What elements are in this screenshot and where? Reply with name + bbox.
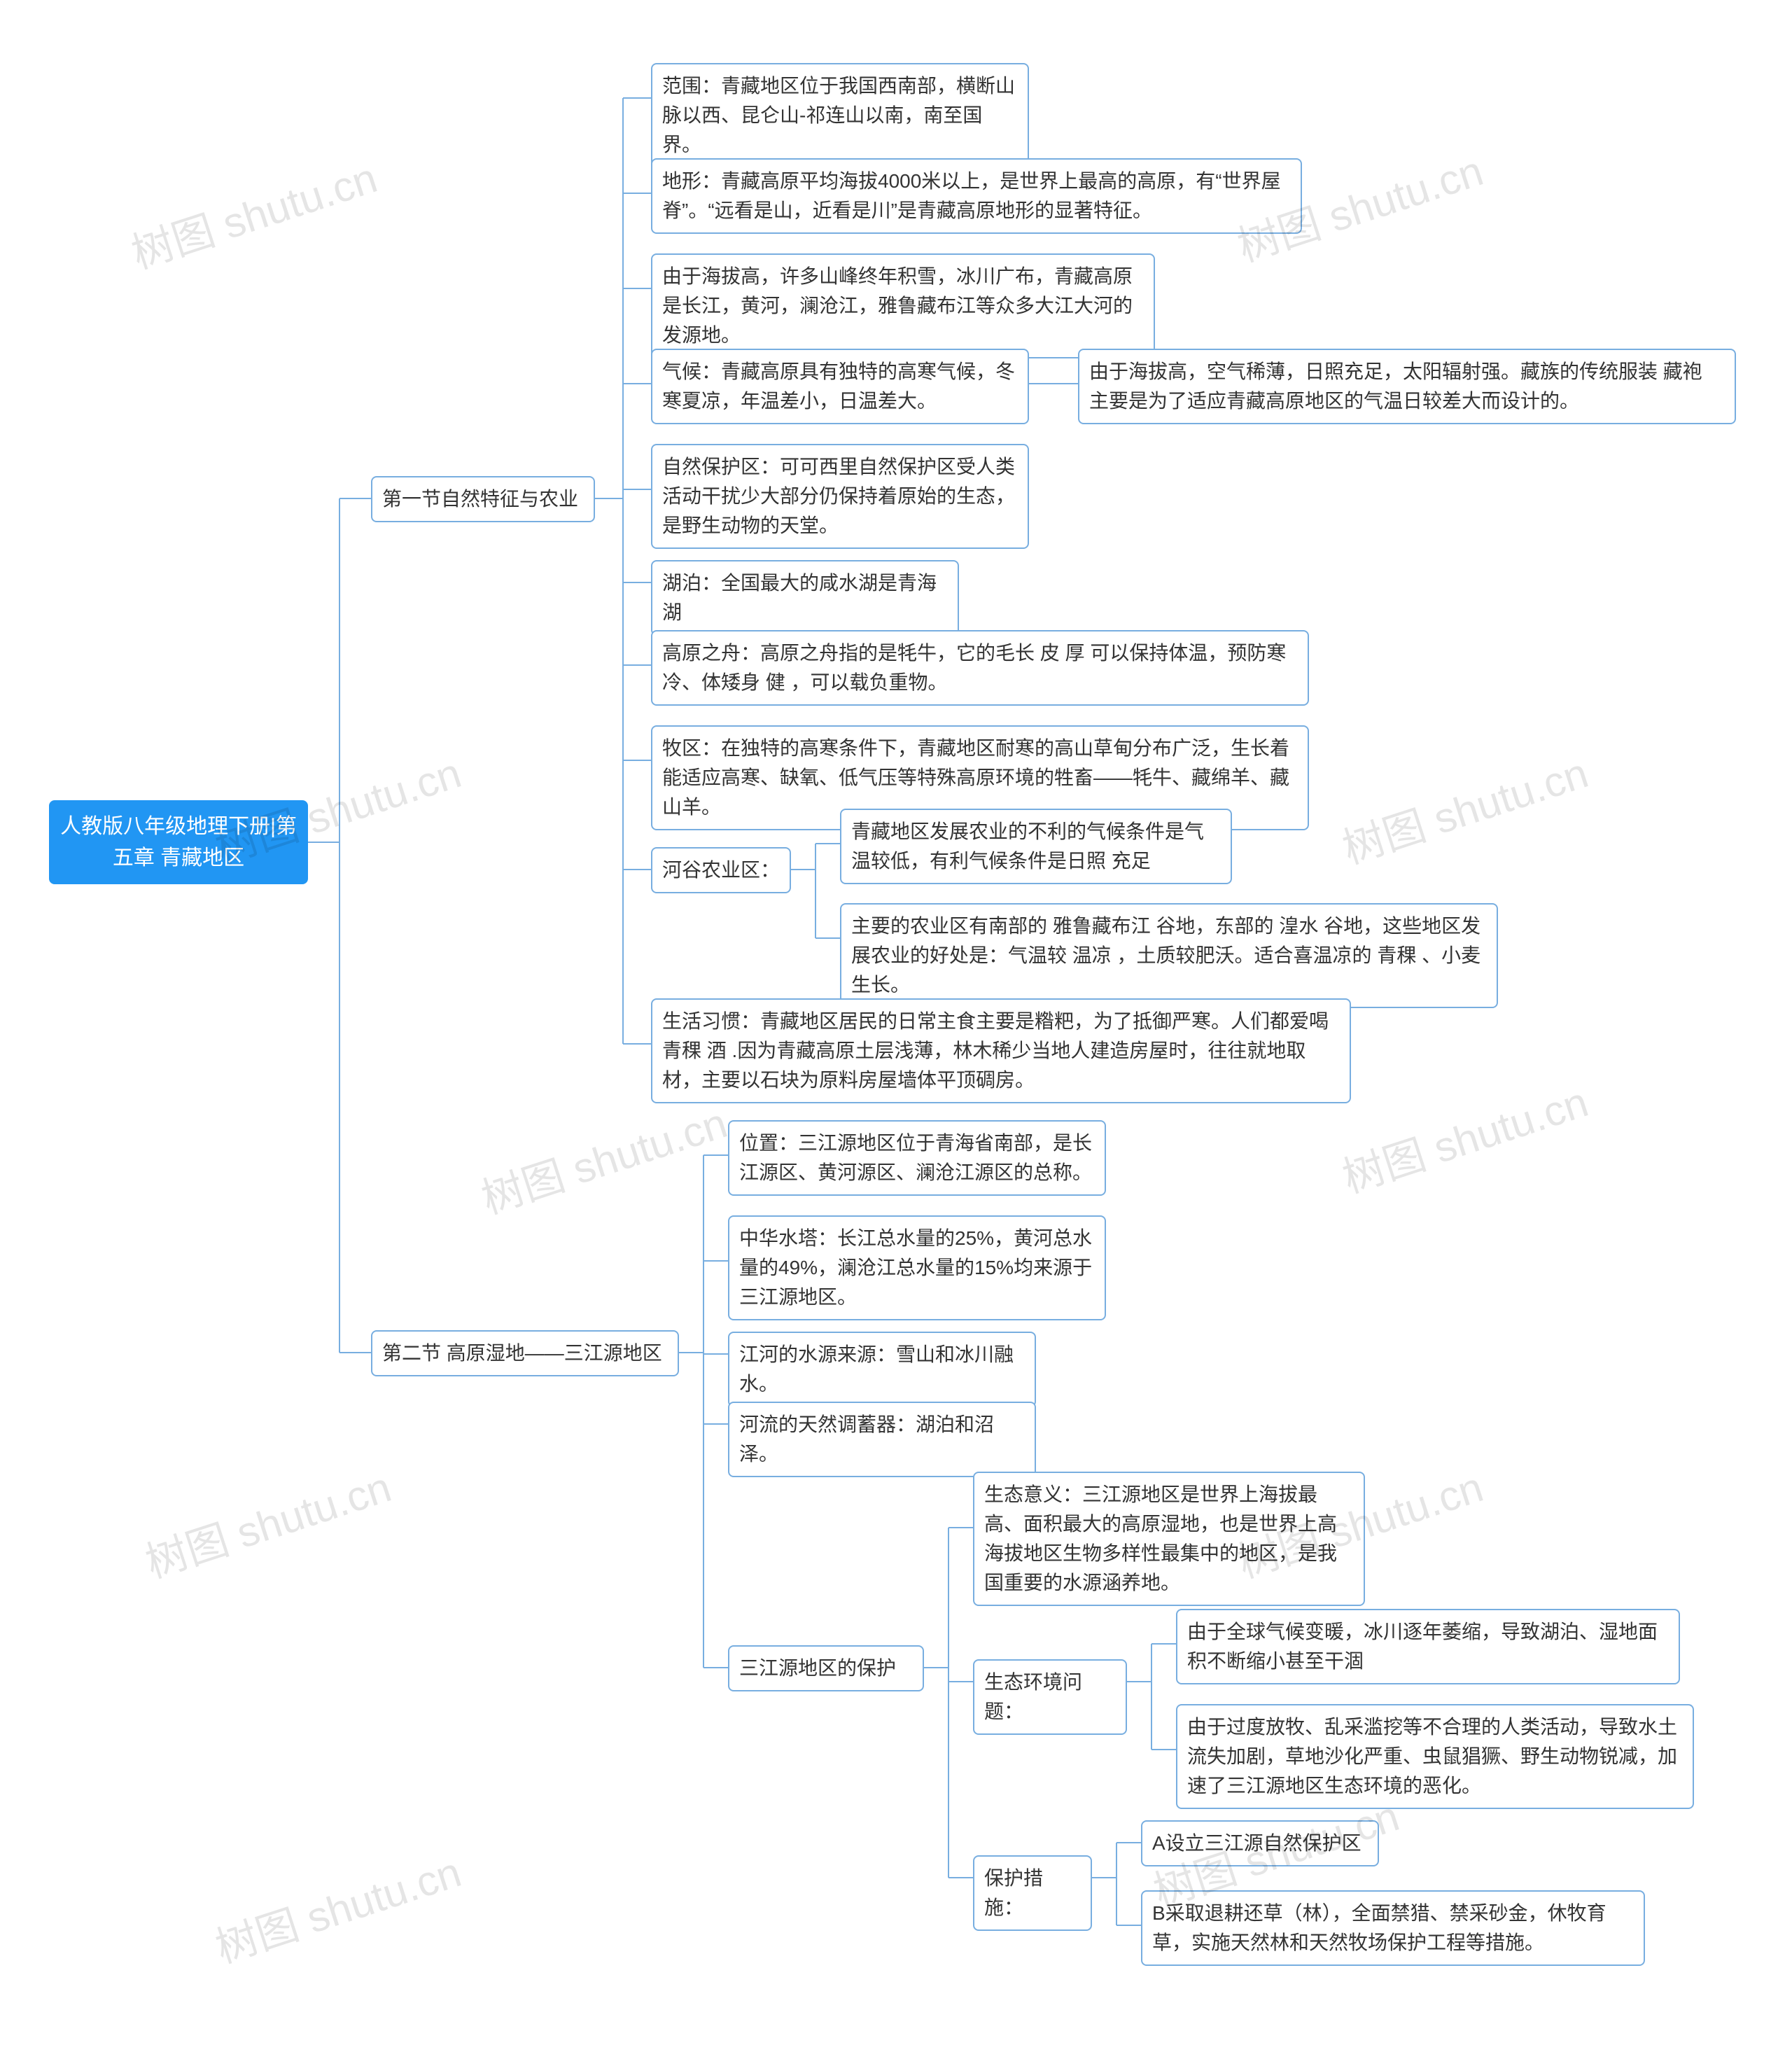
leaf-node[interactable]: 高原之舟：高原之舟指的是牦牛，它的毛长 皮 厚 可以保持体温，预防寒冷、体矮身 … [651,630,1309,706]
leaf-node[interactable]: A设立三江源自然保护区 [1141,1820,1379,1866]
leaf-node[interactable]: 由于全球气候变暖，冰川逐年萎缩，导致湖泊、湿地面积不断缩小甚至干涸 [1176,1609,1680,1684]
root-text: 人教版八年级地理下册|第五章 青藏地区 [60,811,297,874]
watermark: 树图 shutu.cn [1334,1068,1595,1205]
leaf-text: 江河的水源来源：雪山和冰川融水。 [739,1343,1014,1395]
leaf-text: 牧区：在独特的高寒条件下，青藏地区耐寒的高山草甸分布广泛，生长着能适应高寒、缺氧… [662,737,1289,818]
leaf-node[interactable]: 自然保护区：可可西里自然保护区受人类活动干扰少大部分仍保持着原始的生态，是野生动… [651,444,1029,549]
leaf-node[interactable]: 湖泊：全国最大的咸水湖是青海湖 [651,560,959,636]
watermark: 树图 shutu.cn [206,1838,468,1975]
branch-text: 气候：青藏高原具有独特的高寒气候，冬寒夏凉，年温差小，日温差大。 [662,361,1015,412]
leaf-text: 由于过度放牧、乱采滥挖等不合理的人类活动，导致水土流失加剧，草地沙化严重、虫鼠猖… [1187,1716,1677,1796]
branch-node[interactable]: 三江源地区的保护 [728,1645,924,1691]
leaf-text: 主要的农业区有南部的 雅鲁藏布江 谷地，东部的 湟水 谷地，这些地区发展农业的好… [851,915,1480,996]
branch-node[interactable]: 生态环境问题： [973,1659,1127,1735]
leaf-node[interactable]: 地形：青藏高原平均海拔4000米以上，是世界上最高的高原，有“世界屋脊”。“远看… [651,158,1302,234]
watermark: 树图 shutu.cn [122,144,384,281]
leaf-text: 生活习惯：青藏地区居民的日常主食主要是糌粑，为了抵御严寒。人们都爱喝青稞 酒 .… [662,1010,1329,1091]
branch-node[interactable]: 河谷农业区： [651,847,791,893]
leaf-text: 湖泊：全国最大的咸水湖是青海湖 [662,572,937,623]
branch-text: 三江源地区的保护 [739,1657,896,1679]
leaf-node[interactable]: 由于海拔高，空气稀薄，日照充足，太阳辐射强。藏族的传统服装 藏袍 主要是为了适应… [1078,349,1736,424]
branch-text: 第二节 高原湿地——三江源地区 [382,1342,662,1364]
branch-text: 生态环境问题： [984,1671,1082,1722]
leaf-node[interactable]: 生态意义：三江源地区是世界上海拔最高、面积最大的高原湿地，也是世界上高海拔地区生… [973,1472,1365,1606]
branch-node[interactable]: 第二节 高原湿地——三江源地区 [371,1330,679,1376]
leaf-text: 中华水塔：长江总水量的25%，黄河总水量的49%，澜沧江总水量的15%均来源于三… [739,1227,1092,1308]
leaf-text: 青藏地区发展农业的不利的气候条件是气温较低，有利气候条件是日照 充足 [851,821,1204,872]
leaf-node[interactable]: 由于海拔高，许多山峰终年积雪，冰川广布，青藏高原是长江，黄河，澜沧江，雅鲁藏布江… [651,253,1155,358]
watermark: 树图 shutu.cn [136,1453,398,1590]
leaf-text: 由于全球气候变暖，冰川逐年萎缩，导致湖泊、湿地面积不断缩小甚至干涸 [1187,1621,1658,1672]
leaf-node[interactable]: 生活习惯：青藏地区居民的日常主食主要是糌粑，为了抵御严寒。人们都爱喝青稞 酒 .… [651,998,1351,1103]
leaf-node[interactable]: 河流的天然调蓄器：湖泊和沼泽。 [728,1402,1036,1477]
leaf-text: 由于海拔高，许多山峰终年积雪，冰川广布，青藏高原是长江，黄河，澜沧江，雅鲁藏布江… [662,265,1133,346]
leaf-text: 由于海拔高，空气稀薄，日照充足，太阳辐射强。藏族的传统服装 藏袍 主要是为了适应… [1089,361,1702,412]
leaf-node[interactable]: 位置：三江源地区位于青海省南部，是长江源区、黄河源区、澜沧江源区的总称。 [728,1120,1106,1196]
leaf-node[interactable]: 江河的水源来源：雪山和冰川融水。 [728,1332,1036,1407]
leaf-node[interactable]: B采取退耕还草（林），全面禁猎、禁采砂金，休牧育草，实施天然林和天然牧场保护工程… [1141,1890,1645,1966]
leaf-text: 生态意义：三江源地区是世界上海拔最高、面积最大的高原湿地，也是世界上高海拔地区生… [984,1484,1337,1593]
leaf-text: A设立三江源自然保护区 [1152,1832,1362,1854]
leaf-node[interactable]: 由于过度放牧、乱采滥挖等不合理的人类活动，导致水土流失加剧，草地沙化严重、虫鼠猖… [1176,1704,1694,1809]
leaf-text: 范围：青藏地区位于我国西南部，横断山脉以西、昆仑山-祁连山以南，南至国界。 [662,75,1015,155]
branch-text: 第一节自然特征与农业 [382,488,578,510]
branch-node[interactable]: 保护措施： [973,1855,1092,1931]
watermark: 树图 shutu.cn [472,1089,734,1226]
branch-text: 保护措施： [984,1867,1043,1918]
leaf-text: 高原之舟：高原之舟指的是牦牛，它的毛长 皮 厚 可以保持体温，预防寒冷、体矮身 … [662,642,1286,693]
leaf-node[interactable]: 范围：青藏地区位于我国西南部，横断山脉以西、昆仑山-祁连山以南，南至国界。 [651,63,1029,168]
leaf-node[interactable]: 青藏地区发展农业的不利的气候条件是气温较低，有利气候条件是日照 充足 [840,809,1232,884]
leaf-text: 位置：三江源地区位于青海省南部，是长江源区、黄河源区、澜沧江源区的总称。 [739,1132,1092,1183]
branch-node[interactable]: 气候：青藏高原具有独特的高寒气候，冬寒夏凉，年温差小，日温差大。 [651,349,1029,424]
leaf-text: 河流的天然调蓄器：湖泊和沼泽。 [739,1414,994,1465]
leaf-text: B采取退耕还草（林），全面禁猎、禁采砂金，休牧育草，实施天然林和天然牧场保护工程… [1152,1902,1606,1953]
branch-node[interactable]: 第一节自然特征与农业 [371,476,595,522]
leaf-node[interactable]: 主要的农业区有南部的 雅鲁藏布江 谷地，东部的 湟水 谷地，这些地区发展农业的好… [840,903,1498,1008]
root-node[interactable]: 人教版八年级地理下册|第五章 青藏地区 [49,800,308,884]
watermark: 树图 shutu.cn [1334,739,1595,876]
leaf-node[interactable]: 中华水塔：长江总水量的25%，黄河总水量的49%，澜沧江总水量的15%均来源于三… [728,1215,1106,1320]
leaf-text: 地形：青藏高原平均海拔4000米以上，是世界上最高的高原，有“世界屋脊”。“远看… [662,170,1281,221]
leaf-text: 自然保护区：可可西里自然保护区受人类活动干扰少大部分仍保持着原始的生态，是野生动… [662,456,1015,536]
branch-text: 河谷农业区： [662,859,780,881]
